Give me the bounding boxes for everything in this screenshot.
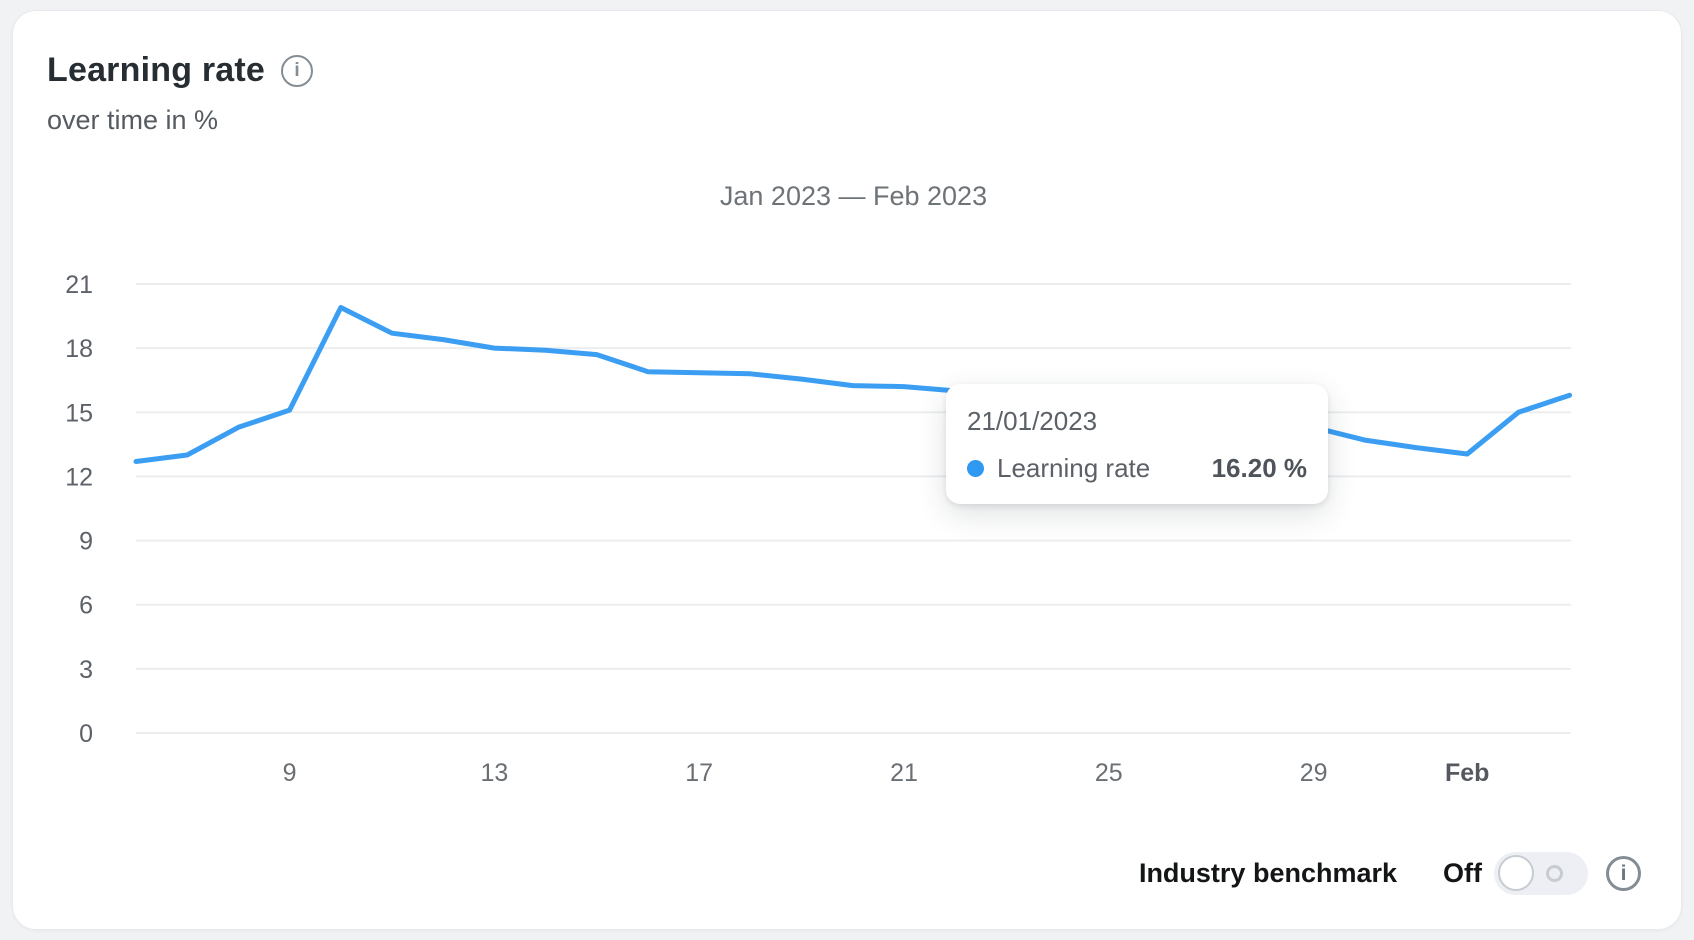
- y-axis-tick-label: 15: [65, 399, 93, 427]
- toggle-off-ring-icon: [1546, 865, 1563, 882]
- x-axis-tick-label: 29: [1300, 759, 1328, 787]
- tooltip-series-label: Learning rate: [997, 453, 1151, 483]
- info-icon[interactable]: i: [281, 54, 313, 87]
- info-icon-glyph: i: [294, 60, 300, 81]
- y-axis-tick-label: 21: [65, 271, 93, 299]
- benchmark-label: Industry benchmark: [1138, 858, 1398, 888]
- series-dot-icon: [967, 460, 984, 477]
- page-title: Learning rate: [47, 51, 265, 89]
- y-axis-tick-label: 12: [65, 463, 93, 491]
- line-chart[interactable]: 0 3 6 9 12 15 18 21 9 13 17 21 25 29 Feb: [13, 11, 1683, 931]
- learning-rate-line[interactable]: [133, 305, 1573, 464]
- toggle-knob[interactable]: [1498, 855, 1534, 891]
- y-axis-tick-label: 0: [79, 720, 93, 748]
- info-icon-glyph: i: [1620, 862, 1627, 885]
- x-axis-tick-label: 25: [1095, 759, 1123, 787]
- benchmark-toggle[interactable]: [1494, 852, 1588, 895]
- tooltip-row: Learning rate 16.20 %: [967, 453, 1307, 484]
- chart-card: Learning rate i over time in % Jan 2023 …: [12, 10, 1682, 930]
- x-axis-tick-label: Feb: [1445, 759, 1489, 787]
- x-axis-tick-label: 9: [283, 759, 297, 787]
- y-axis-tick-label: 18: [65, 335, 93, 363]
- tooltip-value: 16.20 %: [1211, 453, 1307, 483]
- y-axis-tick-label: 6: [79, 592, 93, 620]
- x-axis-tick-label: 13: [480, 759, 508, 787]
- y-axis-tick-label: 3: [79, 656, 93, 684]
- chart-date-range-title: Jan 2023 — Feb 2023: [719, 181, 988, 211]
- toggle-state-label: Off: [1443, 858, 1482, 888]
- y-axis-tick-label: 9: [79, 528, 93, 556]
- benchmark-controls: Industry benchmark Off i: [1139, 852, 1641, 895]
- card-subtitle: over time in %: [47, 105, 219, 135]
- card-header: Learning rate i: [47, 51, 313, 90]
- chart-tooltip: 21/01/2023 Learning rate 16.20 %: [946, 384, 1328, 504]
- x-axis-tick-label: 17: [685, 759, 713, 787]
- x-axis-tick-label: 21: [890, 759, 918, 787]
- tooltip-date: 21/01/2023: [967, 406, 1098, 436]
- benchmark-info-icon[interactable]: i: [1606, 856, 1641, 891]
